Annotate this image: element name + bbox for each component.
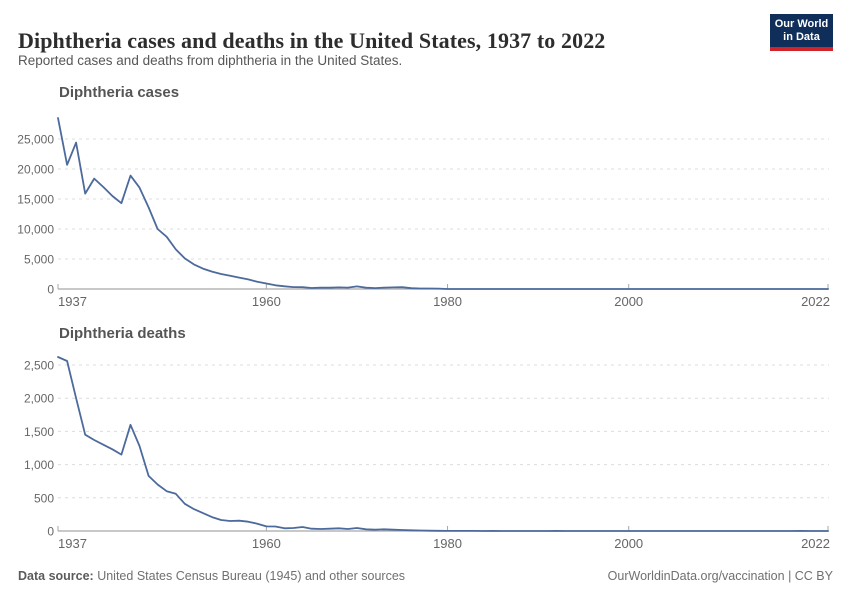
cases-line bbox=[57, 117, 829, 290]
data-source-label: Data source: bbox=[18, 569, 94, 583]
x-tick-label: 1937 bbox=[58, 294, 87, 309]
x-tick-label: 1960 bbox=[252, 294, 281, 309]
y-tick-labels: 0 5,000 10,000 15,000 20,000 25,000 bbox=[17, 133, 54, 297]
data-source-text: United States Census Bureau (1945) and o… bbox=[93, 569, 406, 583]
x-tick-label: 2000 bbox=[614, 294, 643, 309]
y-tick-label: 0 bbox=[47, 525, 54, 539]
owid-logo-box: Our World in Data bbox=[770, 14, 833, 47]
y-tick-label: 2,500 bbox=[24, 359, 54, 373]
owid-logo: Our World in Data bbox=[770, 14, 833, 51]
y-tick-label: 15,000 bbox=[17, 193, 54, 207]
chart-subtitle: Reported cases and deaths from diphtheri… bbox=[18, 53, 403, 68]
x-tick-label: 1937 bbox=[58, 536, 87, 551]
deaths-line bbox=[57, 356, 829, 532]
y-tick-label: 0 bbox=[47, 283, 54, 297]
x-tick-labels: 1937 1960 1980 2000 2022 bbox=[58, 294, 830, 309]
y-tick-labels: 0 500 1,000 1,500 2,000 2,500 bbox=[24, 359, 54, 539]
page-title: Diphtheria cases and deaths in the Unite… bbox=[18, 27, 606, 53]
x-tick-label: 2022 bbox=[801, 294, 830, 309]
y-gridlines bbox=[58, 364, 829, 499]
y-tick-label: 1,500 bbox=[24, 425, 54, 439]
y-tick-label: 25,000 bbox=[17, 133, 54, 147]
x-tick-label: 1980 bbox=[433, 294, 462, 309]
y-tick-label: 2,000 bbox=[24, 392, 54, 406]
y-tick-label: 5,000 bbox=[24, 253, 54, 267]
footer: Data source: United States Census Bureau… bbox=[18, 569, 833, 583]
x-tick-labels: 1937 1960 1980 2000 2022 bbox=[58, 536, 830, 551]
owid-logo-line1: Our World bbox=[774, 17, 829, 30]
y-tick-label: 1,000 bbox=[24, 458, 54, 472]
x-tick-label: 1980 bbox=[433, 536, 462, 551]
cases-chart-title: Diphtheria cases bbox=[59, 84, 180, 101]
x-tick-label: 2000 bbox=[614, 536, 643, 551]
y-tick-label: 20,000 bbox=[17, 163, 54, 177]
credit-link: OurWorldinData.org/vaccination | CC BY bbox=[607, 569, 833, 583]
owid-logo-line2: in Data bbox=[783, 30, 820, 43]
deaths-chart: 0 500 1,000 1,500 2,000 2,500 1937 1960 1980 2000… bbox=[24, 356, 830, 551]
y-tick-label: 10,000 bbox=[17, 223, 54, 237]
y-gridlines bbox=[58, 138, 829, 260]
x-tick-label: 2022 bbox=[801, 536, 830, 551]
data-source-note: Data source: United States Census Bureau… bbox=[18, 569, 405, 583]
y-tick-label: 500 bbox=[34, 491, 54, 505]
owid-logo-accent-bar bbox=[770, 47, 833, 51]
deaths-chart-title: Diphtheria deaths bbox=[59, 325, 186, 342]
x-tick-label: 1960 bbox=[252, 536, 281, 551]
